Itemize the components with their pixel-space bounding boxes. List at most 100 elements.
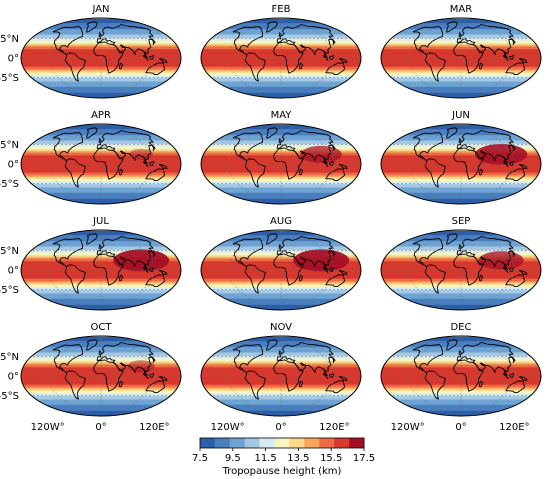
gridline-lon	[475, 230, 515, 310]
coastline	[412, 238, 444, 267]
lat-band	[201, 233, 361, 235]
lat-band	[381, 191, 541, 193]
lat-band	[21, 85, 181, 88]
lat-band	[201, 410, 361, 413]
coastline	[244, 264, 266, 294]
map-outline	[200, 17, 362, 99]
coastline	[276, 24, 334, 59]
lat-band	[201, 196, 361, 198]
lat-band	[381, 60, 541, 63]
coastline	[325, 274, 346, 288]
lat-band	[21, 136, 181, 138]
map-panel-nov: NOV	[200, 322, 362, 417]
lat-band	[381, 340, 541, 342]
coastline	[456, 342, 514, 377]
lat-band	[201, 170, 361, 173]
lat-band	[21, 395, 181, 397]
coastline	[151, 356, 156, 363]
coastline	[298, 380, 304, 388]
lat-band	[381, 242, 541, 244]
lat-band	[381, 179, 541, 182]
lat-band	[381, 143, 541, 145]
coastline	[148, 54, 155, 60]
colorbar-swatch	[304, 438, 320, 448]
lat-band	[381, 272, 541, 275]
lat-band	[381, 297, 541, 300]
gridline-lon	[295, 336, 335, 416]
coastline	[331, 356, 336, 363]
lat-band	[21, 236, 181, 239]
coastline	[232, 344, 264, 373]
lat-band	[21, 249, 181, 251]
coastline	[96, 24, 154, 59]
lat-band	[381, 64, 541, 67]
lat-band	[21, 72, 181, 75]
lat-band	[21, 382, 181, 385]
lat-band	[201, 348, 361, 350]
coastline	[424, 370, 446, 400]
coastline	[145, 274, 166, 288]
lat-band	[381, 32, 541, 35]
lat-band	[381, 254, 541, 256]
coastline	[96, 236, 154, 271]
lat-band	[201, 183, 361, 185]
lat-band	[381, 135, 541, 137]
lat-band	[381, 155, 541, 157]
lat-band	[201, 340, 361, 342]
gridline-lon	[227, 124, 267, 204]
lat-band	[21, 178, 181, 181]
lat-band	[21, 167, 181, 169]
lat-band	[381, 126, 541, 129]
lat-band	[381, 355, 541, 357]
lat-band	[21, 350, 181, 353]
lat-band	[381, 199, 541, 202]
lat-band	[381, 25, 541, 28]
lat-band	[381, 256, 541, 259]
lat-band	[201, 30, 361, 32]
lat-band	[201, 362, 361, 365]
lat-band	[201, 90, 361, 92]
colorbar-label: Tropopause height (km)	[222, 466, 342, 477]
lat-band	[381, 187, 541, 189]
lon-label: 120E°	[319, 422, 349, 433]
coastline	[446, 21, 458, 33]
gridline-lon	[407, 230, 447, 310]
lat-band	[381, 52, 541, 55]
lat-band	[21, 80, 181, 83]
lat-band	[381, 339, 541, 341]
panel-title: DEC	[450, 322, 471, 333]
colorbar-frame	[199, 437, 365, 449]
lat-band	[21, 179, 181, 182]
lat-band	[21, 148, 181, 150]
lat-band	[21, 410, 181, 413]
lat-band	[381, 398, 541, 401]
lat-band	[381, 37, 541, 39]
lat-band	[201, 360, 361, 362]
lat-band	[201, 53, 361, 56]
lat-band	[201, 236, 361, 239]
lat-band	[381, 297, 541, 299]
panel-title: NOV	[270, 322, 292, 333]
lat-band	[381, 233, 541, 235]
coastline	[325, 62, 346, 76]
lat-band	[201, 130, 361, 133]
gridline-lon	[47, 336, 87, 416]
lat-band	[201, 262, 361, 264]
lat-band	[381, 42, 541, 44]
lat-band	[201, 387, 361, 389]
lat-band	[21, 363, 181, 366]
lat-band	[381, 73, 541, 76]
colorbar-swatch	[229, 438, 246, 448]
lat-band	[201, 363, 361, 366]
lat-band	[21, 237, 181, 240]
coastline	[118, 168, 124, 176]
lat-band	[381, 175, 541, 177]
colorbar-swatch	[244, 438, 260, 448]
lat-band	[201, 272, 361, 275]
coastline	[118, 380, 124, 388]
lat-band	[201, 293, 361, 295]
lat-band	[201, 184, 361, 186]
lat-band	[21, 282, 181, 284]
lat-band	[201, 50, 361, 52]
lat-band	[381, 348, 541, 350]
